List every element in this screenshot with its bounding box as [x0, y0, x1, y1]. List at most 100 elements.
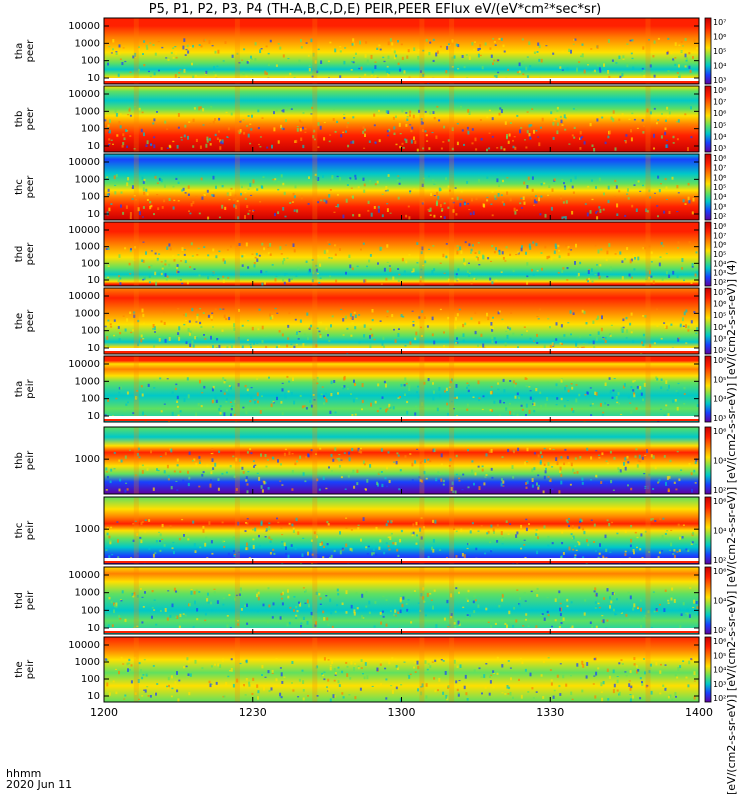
spectrogram-texture [105, 427, 698, 494]
y-tick-label: 10000 [68, 225, 100, 236]
y-tick-label: 100 [81, 326, 100, 337]
colorbar-tick-label: 10² [713, 556, 726, 565]
y-tick-label: 10000 [68, 570, 100, 581]
colorbar-tick-label: 10⁴ [713, 132, 726, 141]
y-tick-label: 1000 [75, 454, 100, 465]
colorbar-tick-label: 10³ [713, 269, 726, 278]
colorbar-tick-label: 10³ [713, 76, 726, 85]
y-tick-label: 10000 [68, 157, 100, 168]
panel-ylabel: thcpeir [14, 520, 36, 540]
colorbar [704, 287, 712, 355]
y-tick-label: 1000 [75, 174, 100, 185]
spectrogram-texture [106, 567, 699, 634]
spectrogram-texture [105, 222, 698, 286]
colorbar-tick-label: 10² [713, 346, 726, 355]
y-tick-label: 100 [81, 192, 100, 203]
colorbar-tick-label: 10⁸ [713, 222, 726, 231]
colorbar-tick-label: 10⁵ [713, 250, 726, 259]
y-tick-label: 10000 [68, 359, 100, 370]
spectrogram-panel: thapeir 10 100 1000 10000 10³ 10⁴ 10⁵ 10⁶ [14, 355, 726, 423]
y-tick-label: 10000 [68, 640, 100, 651]
colorbar-tick-label: 10⁴ [713, 597, 726, 606]
spectrogram-texture [104, 86, 693, 152]
colorbar [704, 426, 712, 495]
y-tick-label: 100 [81, 258, 100, 269]
y-tick-label: 10000 [68, 89, 100, 100]
colorbar-tick-label: 10⁴ [713, 527, 726, 536]
panel-ylabel: thepeir [14, 659, 36, 679]
spectrogram-image [104, 427, 699, 494]
y-tick-label: 10 [87, 623, 100, 634]
colorbar-tick-label: 10⁵ [713, 47, 726, 56]
spectrogram-panel: thapeer 10 100 1000 10000 10³ 10⁴ 10⁵ 10⁶ 10⁷ [14, 17, 726, 85]
colorbar-tick-label: 10⁶ [713, 567, 726, 576]
colorbar-tick-label: 10⁶ [713, 173, 726, 182]
spectrogram-image [104, 288, 699, 354]
panel-ylabel: thbpeir [14, 450, 36, 470]
colorbar-tick-label: 10⁶ [713, 300, 726, 309]
colorbar-tick-label: 10³ [713, 414, 726, 423]
spectrogram-image [104, 637, 699, 702]
colorbar-tick-label: 10⁶ [713, 241, 726, 250]
colorbar-tick-label: 10³ [713, 680, 726, 689]
x-tick-label: 1200 [90, 706, 118, 719]
date-label: 2020 Jun 11 [6, 778, 73, 791]
colorbar-tick-label: 10⁶ [713, 109, 726, 118]
colorbar [704, 566, 712, 635]
colorbar-tick-label: 10⁴ [713, 62, 726, 71]
spectrogram-image [104, 18, 699, 84]
y-tick-label: 100 [81, 56, 100, 67]
colorbar-tick-label: 10⁵ [713, 311, 726, 320]
spectrogram-panel: thdpeir 10 100 1000 10000 10² 10⁴ 10⁶ [14, 566, 726, 635]
colorbar-tick-label: 10⁸ [713, 86, 726, 95]
colorbar-tick-label: 10⁸ [713, 154, 726, 163]
panel-ylabel: thepeer [14, 309, 36, 333]
colorbar-tick-label: 10³ [713, 202, 726, 211]
colorbar-tick-label: 10⁴ [713, 323, 726, 332]
colorbar-tick-label: 10⁵ [713, 375, 726, 384]
x-tick-label: 1400 [685, 706, 713, 719]
colorbar-tick-label: 10⁷ [713, 98, 726, 107]
spectrogram-panel: thbpeir 1000 10² 10⁴ 10⁶ [14, 426, 726, 495]
x-tick-label: 1330 [536, 706, 564, 719]
spectrogram-panel: thcpeer 10 100 1000 10000 10²10³10⁴10⁵10⁶10⁷1… [14, 153, 726, 221]
spectrogram-image [104, 86, 699, 152]
colorbar-tick-label: 10⁶ [713, 356, 726, 365]
y-tick-label: 1000 [75, 524, 100, 535]
colorbar [704, 355, 712, 423]
spectrogram-texture [104, 288, 699, 354]
panel-ylabel: thapeer [14, 39, 36, 63]
y-tick-label: 1000 [75, 588, 100, 599]
spectrogram-image [104, 356, 699, 422]
spectrogram-panel: thdpeer 10 100 1000 10000 10²10³10⁴10⁵10⁶10⁷1… [14, 221, 726, 287]
y-tick-label: 10 [87, 411, 100, 422]
panel-ylabel: thdpeir [14, 590, 36, 610]
y-tick-label: 10 [87, 691, 100, 702]
colorbar [704, 636, 712, 703]
colorbar-tick-label: 10⁴ [713, 666, 726, 675]
y-tick-label: 10 [87, 275, 100, 286]
colorbar [704, 85, 712, 153]
y-tick-label: 10 [87, 209, 100, 220]
colorbar-tick-label: 10⁵ [713, 183, 726, 192]
time-axis-tag: hhmm [6, 767, 42, 780]
y-tick-label: 100 [81, 124, 100, 135]
colorbar-tick-label: 10² [713, 212, 726, 221]
colorbar-tick-label: 10³ [713, 334, 726, 343]
colorbar [704, 17, 712, 85]
y-tick-label: 10000 [68, 291, 100, 302]
colorbar-tick-label: 10⁴ [713, 457, 726, 466]
y-tick-label: 1000 [75, 38, 100, 49]
y-tick-label: 1000 [75, 376, 100, 387]
spectrogram-image [104, 222, 699, 286]
panel-ylabel: thdpeer [14, 242, 36, 266]
colorbar-tick-label: 10⁶ [713, 637, 726, 646]
y-tick-label: 1000 [75, 308, 100, 319]
y-tick-label: 100 [81, 605, 100, 616]
colorbar-tick-label: 10² [713, 694, 726, 703]
panel-ylabel: thcpeer [14, 175, 36, 199]
colorbar-tick-label: 10³ [713, 144, 726, 153]
colorbar-tick-label: 10⁶ [713, 497, 726, 506]
colorbar-tick-label: 10⁷ [713, 288, 726, 297]
y-tick-label: 1000 [75, 242, 100, 253]
